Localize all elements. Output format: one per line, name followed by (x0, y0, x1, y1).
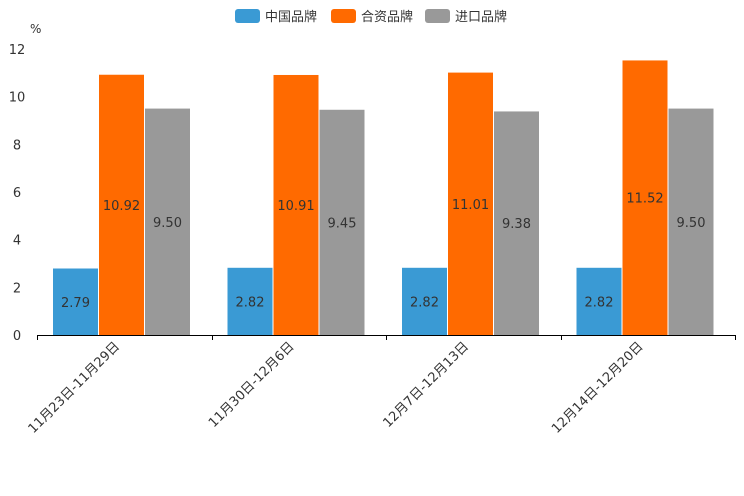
bar-3-2 (319, 109, 365, 336)
data-label-3-2: 9.45 (328, 216, 357, 231)
bars (53, 60, 714, 336)
legend-swatch-1 (235, 9, 260, 23)
bar-3-1 (145, 108, 190, 335)
x-category-label-3: 12月7日-12月13日 (380, 339, 472, 431)
x-category-label-4: 12月14日-12月20日 (549, 339, 646, 436)
data-label-3-4: 9.50 (677, 216, 706, 231)
legend-label-2: 合资品牌 (361, 9, 413, 25)
legend-label-1: 中国品牌 (265, 9, 317, 25)
bar-1-3 (402, 267, 447, 335)
bar-2-4 (622, 60, 668, 335)
data-label-1-4: 2.82 (585, 295, 614, 310)
data-label-3-3: 9.38 (502, 217, 531, 232)
x-category-label-2: 11月30日-12月6日 (206, 339, 298, 431)
legend-swatch-2 (331, 9, 356, 23)
bar-3-3 (494, 111, 539, 336)
y-axis-unit-label: % (30, 22, 41, 36)
data-label-1-1: 2.79 (61, 296, 90, 311)
data-label-2-1: 10.92 (103, 199, 140, 214)
bar-2-2 (273, 74, 319, 335)
y-tick-label: 10 (9, 91, 26, 106)
legend: 中国品牌 合资品牌 进口品牌 (235, 9, 507, 25)
legend-label-3: 进口品牌 (455, 9, 507, 25)
bar-1-2 (227, 267, 273, 335)
y-tick-label: 4 (13, 234, 21, 249)
data-label-2-2: 10.91 (277, 199, 314, 214)
y-tick-label: 6 (13, 186, 21, 201)
y-tick-label: 0 (13, 329, 21, 344)
bar-1-4 (576, 267, 622, 335)
bar-3-4 (668, 108, 714, 335)
data-label-3-1: 9.50 (153, 216, 182, 231)
data-label-1-3: 2.82 (410, 295, 439, 310)
y-tick-label: 2 (13, 281, 21, 296)
data-label-1-2: 2.82 (236, 295, 265, 310)
data-label-2-3: 11.01 (452, 198, 489, 213)
data-labels: 2.79 10.92 9.50 2.82 10.91 9.45 2.82 11.01 9.38 2… (61, 192, 705, 311)
y-tick-label: 8 (13, 138, 21, 153)
x-axis: 11月23日-11月29日 11月30日-12月6日 12月7日-12月13日 12月… (26, 335, 736, 437)
x-category-label-1: 11月23日-11月29日 (26, 339, 123, 436)
data-label-2-4: 11.52 (626, 192, 663, 207)
bar-2-3 (448, 72, 493, 335)
y-tick-label: 12 (9, 43, 26, 58)
legend-swatch-3 (425, 9, 450, 23)
bar-1-1 (53, 268, 98, 335)
y-axis: 0 2 4 6 8 10 12 (9, 43, 26, 344)
bar-2-1 (99, 74, 144, 336)
